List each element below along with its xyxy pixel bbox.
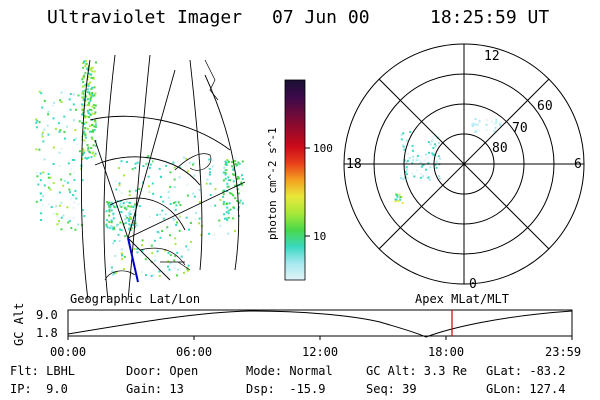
instrument-title: Ultraviolet Imager [47,7,243,28]
footer-dsp: Dsp: -15.9 [246,382,326,396]
altitude-ytick-low: 1.8 [36,326,58,340]
footer-gc-alt: GC Alt: 3.3 Re [366,364,468,378]
altitude-xtick-2359: 23:59 [545,345,581,359]
altitude-curve [67,310,573,338]
mlat-label-70: 70 [512,121,528,136]
footer-glat: GLat: -83.2 [486,364,566,378]
footer-filter: Flt: LBHL [10,364,76,378]
footer-glon: GLon: 127.4 [486,382,566,396]
mlat-label-60: 60 [537,99,553,114]
apex-label: Apex MLat/MLT [415,292,509,306]
altitude-xtick-0000: 00:00 [50,345,86,359]
colorbar-label-100: 100 [313,142,333,155]
mlat-label-80: 80 [492,141,508,156]
footer-ip: IP: 9.0 [10,382,68,396]
altitude-ytick-high: 9.0 [36,308,58,322]
observation-date: 07 Jun 00 [272,7,370,28]
altitude-xtick-0600: 06:00 [176,345,212,359]
coastlines [104,59,219,281]
geographic-label: Geographic Lat/Lon [70,292,200,306]
observation-time: 18:25:59 UT [430,7,550,28]
footer-seq: Seq: 39 [366,382,417,396]
altitude-xtick-1200: 12:00 [302,345,338,359]
colorbar-unit-label: photon cm^-2 s^-1 [266,127,279,240]
mlt-label-18: 18 [346,157,362,172]
spacecraft-track [127,237,139,283]
altitude-ylabel: GC Alt [12,303,26,346]
footer-door: Door: Open [126,364,199,378]
polar-diagonal-2 [378,78,550,250]
colorbar-gradient [284,79,306,281]
mlt-label-12: 12 [484,49,500,64]
footer-mode: Mode: Normal [246,364,333,378]
footer-gain: Gain: 13 [126,382,184,396]
altitude-xtick-1800: 18:00 [428,345,464,359]
mlt-label-0: 0 [469,277,477,292]
colorbar-label-10: 10 [313,230,326,243]
mlt-label-6: 6 [574,157,582,172]
geo-grid-lines [80,54,246,301]
